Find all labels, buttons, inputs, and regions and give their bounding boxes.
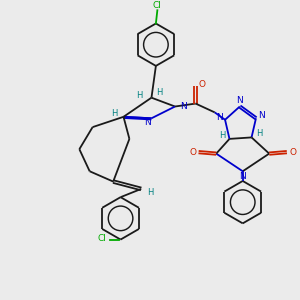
Text: N: N xyxy=(236,95,243,104)
Text: N: N xyxy=(216,113,223,122)
Text: H: H xyxy=(136,91,142,100)
Text: Cl: Cl xyxy=(98,234,107,243)
Text: O: O xyxy=(199,80,206,89)
Text: H: H xyxy=(147,188,153,197)
Text: H: H xyxy=(219,131,225,140)
Text: H: H xyxy=(256,129,262,138)
Text: N: N xyxy=(180,102,187,111)
Text: N: N xyxy=(259,111,265,120)
Text: O: O xyxy=(289,148,296,157)
Text: N: N xyxy=(145,118,151,127)
Text: Cl: Cl xyxy=(153,1,162,10)
Text: O: O xyxy=(189,148,196,157)
Text: H: H xyxy=(157,88,163,97)
Text: N: N xyxy=(239,172,246,181)
Text: H: H xyxy=(111,109,117,118)
